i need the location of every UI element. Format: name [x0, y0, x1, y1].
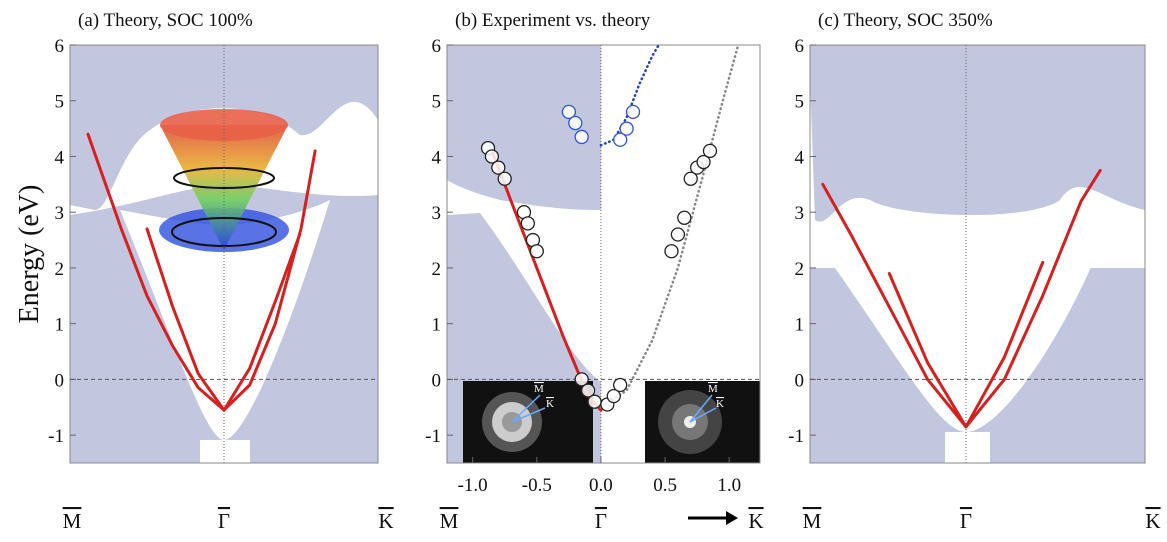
data-point: [619, 121, 634, 136]
y-tick-label: 4: [795, 147, 805, 168]
data-point: [529, 244, 544, 259]
data-point: [677, 210, 692, 225]
data-point: [561, 104, 577, 120]
panel-title: (c) Theory, SOC 350%: [818, 10, 993, 31]
data-point: [587, 394, 602, 409]
arrow-head: [726, 511, 738, 525]
y-tick-label: 1: [55, 315, 65, 336]
y-tick-label: 5: [795, 92, 805, 113]
k-point-label: K: [378, 509, 393, 533]
k-point-label: M: [440, 509, 459, 533]
band-curve: [599, 43, 740, 409]
y-tick-label: 4: [432, 147, 442, 168]
data-point: [613, 377, 628, 393]
data-point: [613, 132, 628, 147]
panel-title: (a) Theory, SOC 100%: [78, 10, 253, 31]
data-point: [574, 129, 589, 145]
y-tick-label: -1: [788, 426, 804, 447]
plot-frame: [446, 44, 761, 464]
data-point: [520, 216, 535, 231]
k-point-label: K: [1145, 509, 1160, 533]
x-tick-label: 0.5: [653, 475, 677, 496]
data-point: [625, 104, 641, 120]
y-tick-label: 3: [432, 203, 442, 224]
data-point: [580, 383, 596, 398]
x-tick-label: -1.0: [458, 475, 488, 496]
band-curve: [887, 260, 1045, 429]
data-point: [664, 244, 679, 259]
arpes-inset: M K M K: [463, 381, 760, 463]
data-point: [574, 372, 589, 387]
y-tick-label: 3: [55, 203, 65, 224]
y-tick-label: 5: [55, 92, 65, 113]
data-point: [491, 160, 506, 175]
y-tick-label: -1: [48, 426, 64, 447]
data-point: [484, 149, 500, 164]
inset-label: M: [534, 383, 544, 395]
k-point-label: Γ: [960, 509, 972, 533]
y-tick-label: 3: [795, 203, 805, 224]
y-tick-label: 6: [432, 36, 442, 57]
y-axis-label: Energy (eV): [14, 185, 45, 324]
y-tick-label: 6: [55, 36, 65, 57]
data-point: [568, 115, 583, 131]
y-tick-label: 5: [432, 92, 442, 113]
band-curve: [86, 132, 317, 412]
y-tick-label: 0: [55, 370, 65, 391]
data-point: [670, 227, 686, 242]
y-tick-label: 2: [795, 259, 805, 280]
k-point-label: Γ: [595, 509, 607, 533]
plot-frame: [809, 44, 1146, 464]
y-tick-label: 0: [795, 370, 805, 391]
band-curve: [145, 227, 302, 412]
k-point-label: K: [748, 509, 763, 533]
data-point: [606, 388, 621, 404]
y-tick-label: 2: [55, 259, 65, 280]
x-tick-label: 0.0: [589, 475, 613, 496]
data-point: [696, 154, 711, 170]
panel-title: (b) Experiment vs. theory: [455, 10, 651, 31]
k-point-label: M: [803, 509, 822, 533]
inset-label: K: [546, 398, 554, 410]
y-tick-label: 6: [795, 36, 805, 57]
inset-label: M: [708, 383, 718, 395]
y-tick-label: 4: [55, 147, 65, 168]
y-tick-label: 2: [432, 259, 442, 280]
y-tick-label: 1: [795, 315, 805, 336]
y-tick-label: -1: [425, 426, 441, 447]
k-point-label: M: [63, 509, 82, 533]
bulk-bands: [70, 45, 378, 463]
band-curve: [599, 43, 660, 147]
x-tick-label: -0.5: [522, 475, 552, 496]
y-tick-label: 1: [432, 315, 442, 336]
x-tick-label: 1.0: [717, 475, 741, 496]
data-point: [683, 171, 698, 186]
y-tick-label: 0: [432, 370, 442, 391]
k-point-label: Γ: [218, 509, 230, 533]
inset-label: K: [716, 398, 724, 410]
data-point: [497, 171, 512, 186]
data-point: [702, 143, 718, 159]
